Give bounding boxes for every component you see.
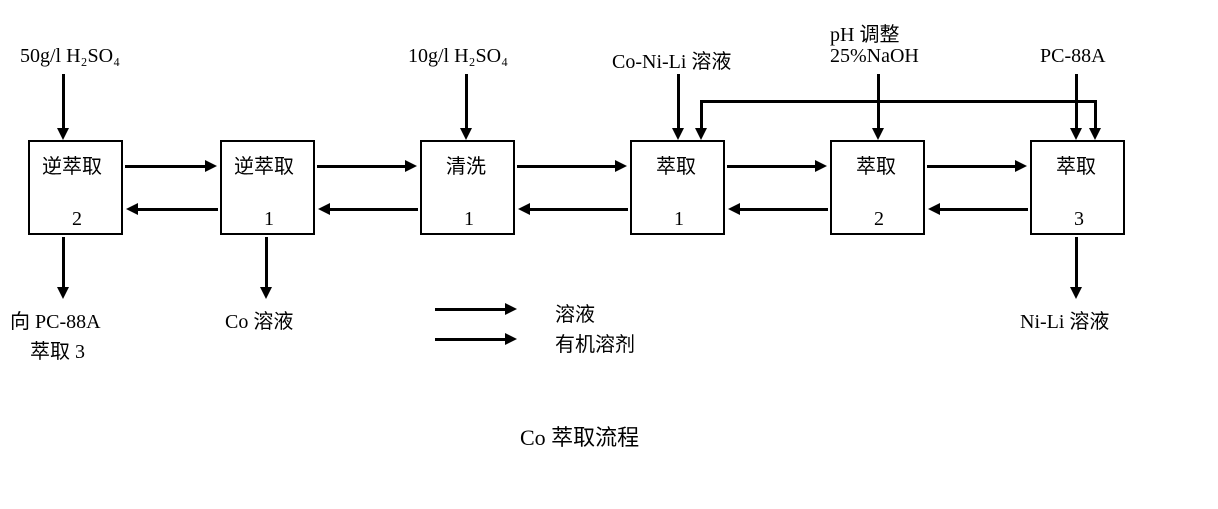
box-strip2-label: 逆萃取 <box>42 150 102 179</box>
arrow-bwd-5 <box>940 208 1028 211</box>
arrow-bwd-5-head <box>928 203 940 215</box>
arrow-fwd-2 <box>317 165 405 168</box>
legend-arrow-organic <box>435 338 505 341</box>
arrow-out-strip2-head <box>57 287 69 299</box>
arrow-fwd-2-head <box>405 160 417 172</box>
box-wash1-num: 1 <box>464 208 474 231</box>
legend-solution-label: 溶液 <box>555 298 595 327</box>
arrow-out-strip1 <box>265 237 268 287</box>
naoh-to-ext1-head <box>695 128 707 140</box>
arrow-head-in-wash1 <box>460 128 472 140</box>
naoh-to-ext3-v <box>1094 100 1097 128</box>
arrow-fwd-5 <box>927 165 1015 168</box>
naoh-bus <box>700 100 1096 103</box>
arrow-head-in-strip2 <box>57 128 69 140</box>
arrow-bwd-2-head <box>318 203 330 215</box>
arrow-bwd-4 <box>740 208 828 211</box>
arrow-head-in-ext1 <box>672 128 684 140</box>
output-co-sol: Co 溶液 <box>225 305 293 334</box>
arrow-bwd-3-head <box>518 203 530 215</box>
box-wash1-label: 清洗 <box>446 150 486 179</box>
arrow-fwd-3-head <box>615 160 627 172</box>
arrow-bwd-2 <box>330 208 418 211</box>
arrow-bwd-4-head <box>728 203 740 215</box>
box-wash1: 清洗 1 <box>420 140 515 235</box>
input-ph-line2: 25%NaOH <box>830 45 919 68</box>
input-co-ni-li: Co-Ni-Li 溶液 <box>612 45 731 74</box>
legend-arrow-solution <box>435 308 505 311</box>
box-ext3: 萃取 3 <box>1030 140 1125 235</box>
arrow-out-strip1-head <box>260 287 272 299</box>
legend-organic-label: 有机溶剂 <box>555 328 635 357</box>
box-ext3-label: 萃取 <box>1056 150 1096 179</box>
naoh-to-ext3-head <box>1089 128 1101 140</box>
box-strip1-label: 逆萃取 <box>234 150 294 179</box>
input-h2so4-50: 50g/l H₂SO₄ <box>20 45 120 68</box>
output-pc88a-line2: 萃取 3 <box>30 335 85 364</box>
arrow-bwd-3 <box>530 208 628 211</box>
arrow-out-strip2 <box>62 237 65 287</box>
box-strip1-num: 1 <box>264 208 274 231</box>
arrow-in-wash1 <box>465 74 468 128</box>
arrow-out-ext3 <box>1075 237 1078 287</box>
arrow-fwd-5-head <box>1015 160 1027 172</box>
output-ni-li-sol: Ni-Li 溶液 <box>1020 305 1109 334</box>
legend-arrow-solution-head <box>505 303 517 315</box>
arrow-out-ext3-head <box>1070 287 1082 299</box>
arrow-head-in-ext2 <box>872 128 884 140</box>
box-ext1-label: 萃取 <box>656 150 696 179</box>
box-ext1: 萃取 1 <box>630 140 725 235</box>
input-h2so4-10: 10g/l H₂SO₄ <box>408 45 508 68</box>
box-ext2: 萃取 2 <box>830 140 925 235</box>
arrow-fwd-4 <box>727 165 815 168</box>
legend-arrow-organic-head <box>505 333 517 345</box>
input-ph-line1: pH 调整 <box>830 18 899 47</box>
naoh-to-ext1-v <box>700 100 703 128</box>
arrow-fwd-3 <box>517 165 615 168</box>
box-strip2-num: 2 <box>72 208 82 231</box>
arrow-in-ext1 <box>677 74 680 128</box>
input-pc88a: PC-88A <box>1040 45 1106 68</box>
box-strip1: 逆萃取 1 <box>220 140 315 235</box>
box-ext2-label: 萃取 <box>856 150 896 179</box>
box-ext1-num: 1 <box>674 208 684 231</box>
diagram-title: Co 萃取流程 <box>520 420 639 452</box>
box-strip2: 逆萃取 2 <box>28 140 123 235</box>
arrow-bwd-1-head <box>126 203 138 215</box>
arrow-head-in-ext3 <box>1070 128 1082 140</box>
box-ext2-num: 2 <box>874 208 884 231</box>
output-pc88a-line1: 向 PC-88A <box>10 305 101 334</box>
arrow-fwd-4-head <box>815 160 827 172</box>
box-ext3-num: 3 <box>1074 208 1084 231</box>
arrow-fwd-1 <box>125 165 205 168</box>
arrow-bwd-1 <box>138 208 218 211</box>
arrow-in-strip2 <box>62 74 65 128</box>
arrow-fwd-1-head <box>205 160 217 172</box>
